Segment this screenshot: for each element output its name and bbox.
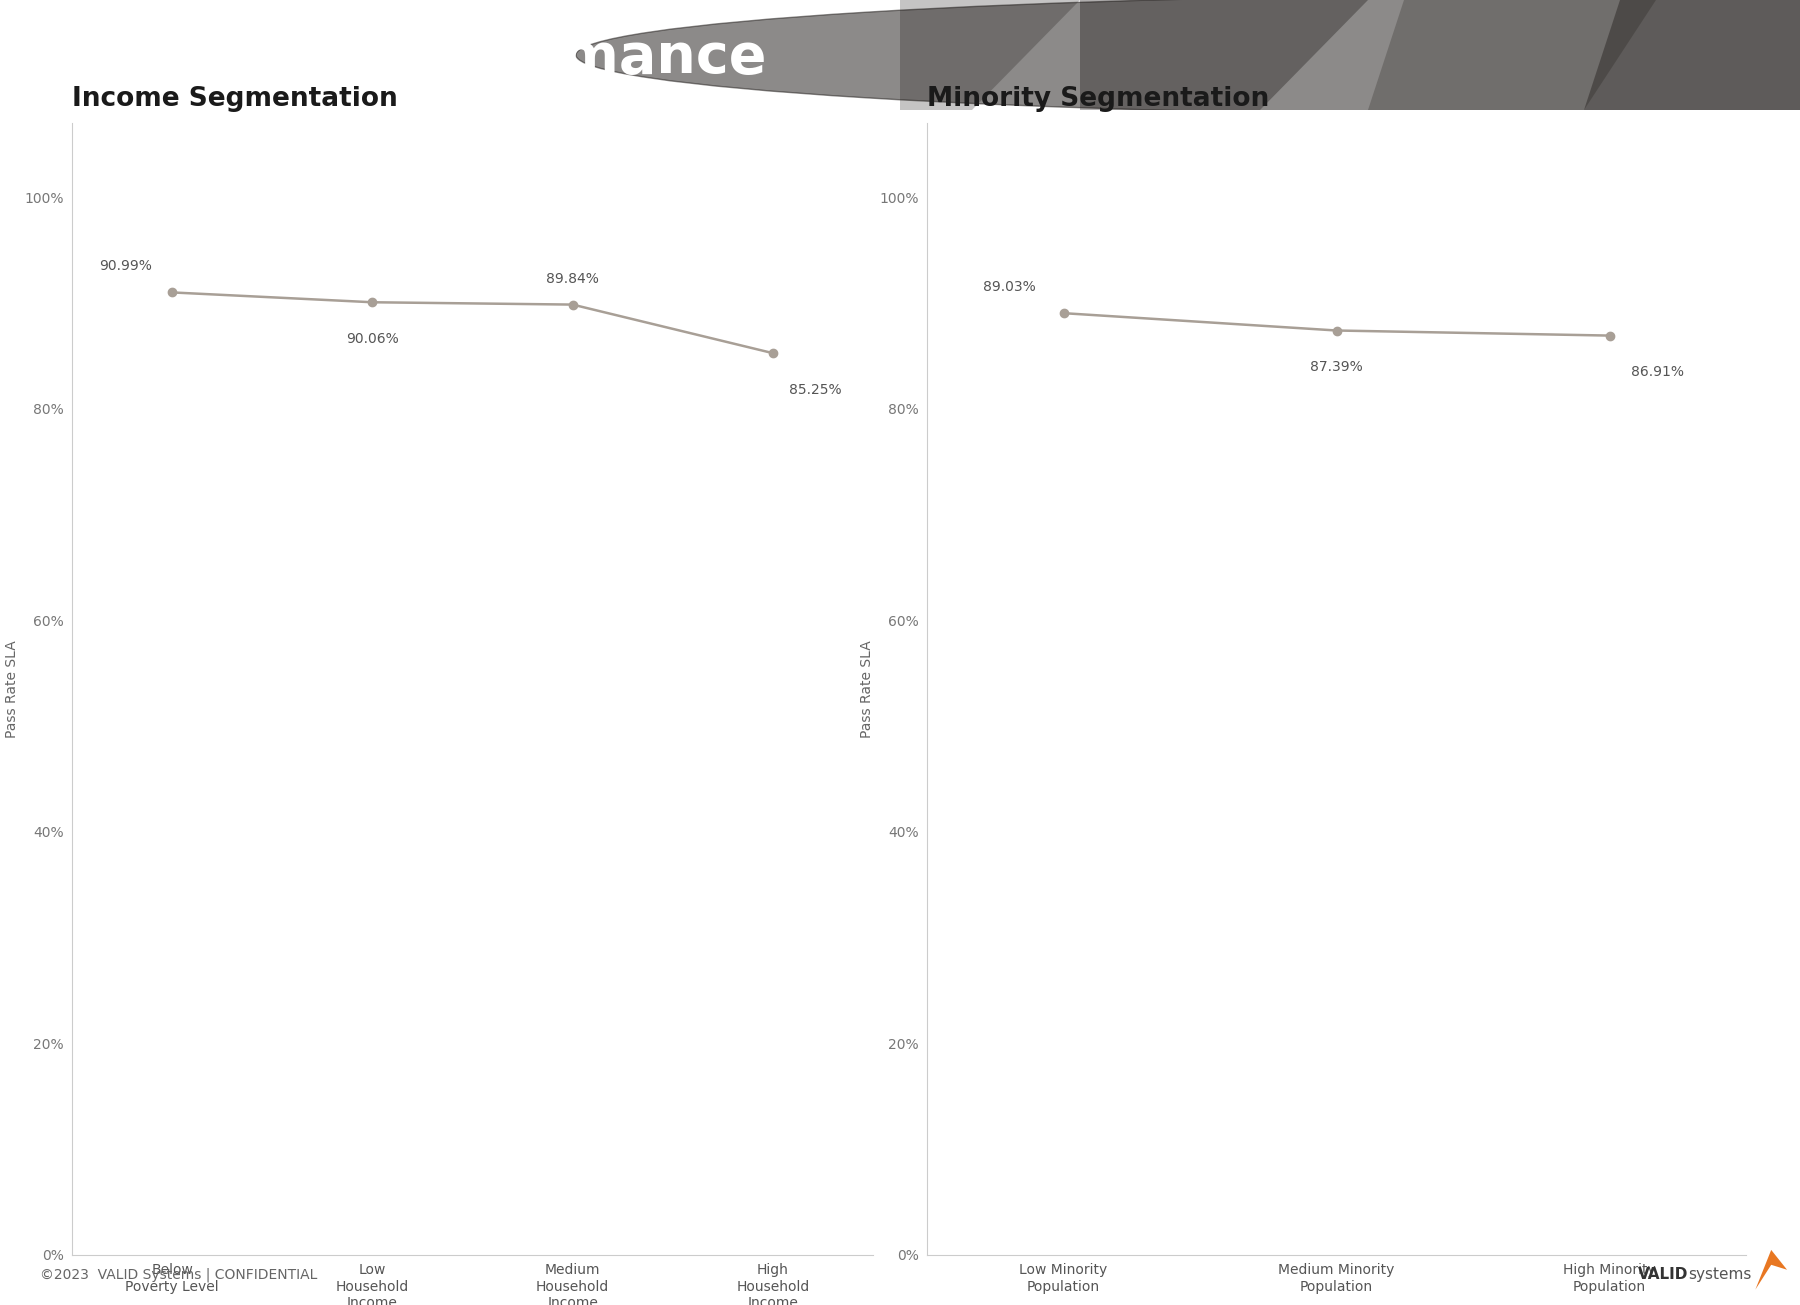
Polygon shape: [900, 0, 1080, 110]
Text: Minority Segmentation: Minority Segmentation: [927, 86, 1269, 112]
Y-axis label: Pass Rate SLA: Pass Rate SLA: [5, 641, 18, 737]
Text: 89.84%: 89.84%: [545, 271, 599, 286]
Text: VALID: VALID: [1638, 1267, 1688, 1282]
Y-axis label: Pass Rate SLA: Pass Rate SLA: [860, 641, 873, 737]
Text: systems: systems: [1688, 1267, 1751, 1282]
Text: Pass Rate Performance: Pass Rate Performance: [40, 31, 767, 85]
Text: 90.06%: 90.06%: [346, 331, 400, 346]
Text: 86.91%: 86.91%: [1631, 365, 1685, 380]
Text: Income Segmentation: Income Segmentation: [72, 86, 398, 112]
Circle shape: [576, 0, 1800, 116]
Polygon shape: [1080, 0, 1368, 110]
Polygon shape: [1584, 0, 1800, 110]
Text: 87.39%: 87.39%: [1310, 360, 1363, 375]
Text: 90.99%: 90.99%: [99, 260, 151, 273]
Text: 89.03%: 89.03%: [983, 281, 1037, 294]
Text: 85.25%: 85.25%: [788, 382, 842, 397]
Text: ©2023  VALID Systems | CONFIDENTIAL: ©2023 VALID Systems | CONFIDENTIAL: [40, 1267, 317, 1282]
Polygon shape: [1755, 1250, 1787, 1289]
Polygon shape: [1368, 0, 1656, 110]
